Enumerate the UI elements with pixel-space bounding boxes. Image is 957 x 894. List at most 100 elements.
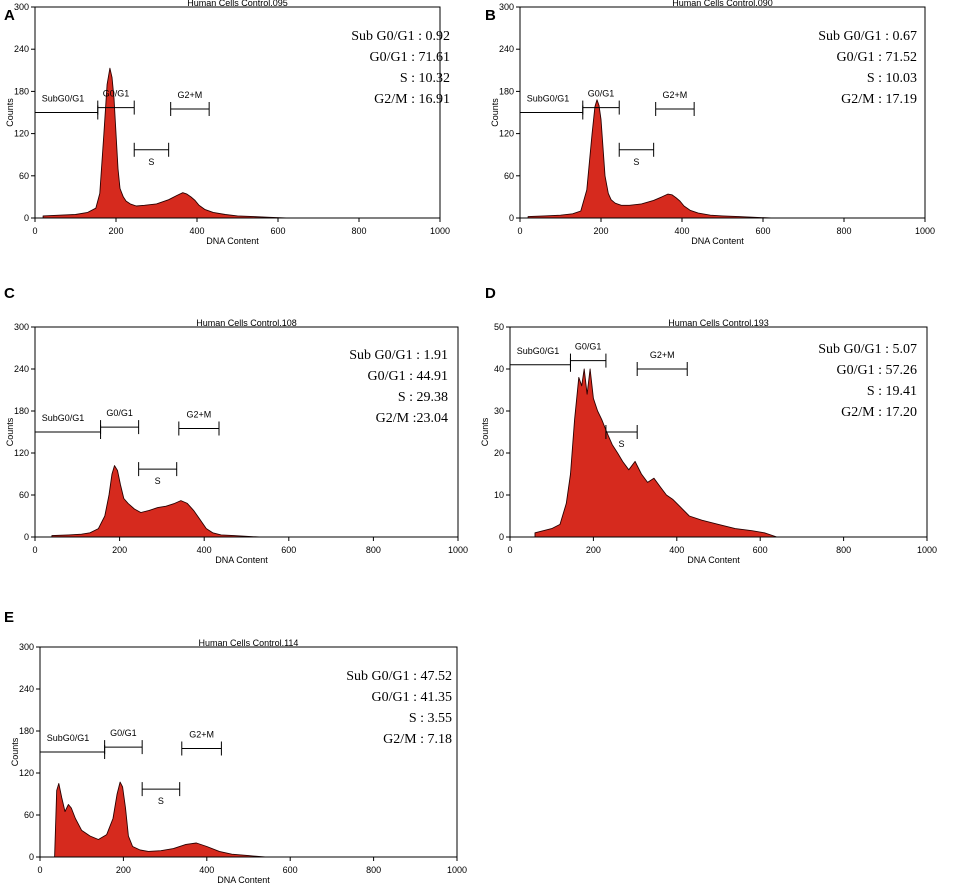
gate-label: SubG0/G1 <box>47 733 90 743</box>
histogram-area <box>534 368 778 538</box>
gate-marker: SubG0/G1 <box>519 94 584 120</box>
y-tick-label: 120 <box>499 129 514 139</box>
x-tick-label: 1000 <box>448 545 468 555</box>
y-axis-label: Counts <box>490 98 500 127</box>
stat-line: G0/G1 : 41.35 <box>372 690 453 705</box>
panel-letter: E <box>4 609 14 626</box>
x-tick-label: 200 <box>586 545 601 555</box>
x-tick-label: 1000 <box>447 865 467 875</box>
x-tick-label: 600 <box>755 226 770 236</box>
gate-label: S <box>158 796 164 806</box>
x-axis-label: DNA Content <box>206 236 259 246</box>
gate-label: SubG0/G1 <box>527 94 570 104</box>
stat-line: Sub G0/G1 : 0.67 <box>818 29 917 44</box>
gate-label: G0/G1 <box>588 89 615 99</box>
stat-line: Sub G0/G1 : 1.91 <box>349 348 448 363</box>
x-tick-label: 0 <box>507 545 512 555</box>
stat-line: S : 3.55 <box>409 711 452 726</box>
x-tick-label: 0 <box>37 865 42 875</box>
y-tick-label: 180 <box>14 86 29 96</box>
x-tick-label: 400 <box>189 226 204 236</box>
gate-label: G2+M <box>189 730 214 740</box>
gate-marker: S <box>133 142 170 167</box>
histogram-area <box>54 781 266 858</box>
y-tick-label: 180 <box>14 406 29 416</box>
x-tick-label: 400 <box>199 865 214 875</box>
chart-panel-e: E Human Cells Control.114 0 60 120 180 240 300 0… <box>4 609 467 885</box>
stat-line: S : 29.38 <box>398 390 448 405</box>
y-tick-label: 300 <box>19 642 34 652</box>
y-tick-label: 120 <box>14 129 29 139</box>
x-tick-label: 800 <box>366 865 381 875</box>
gate-marker: G0/G1 <box>569 342 607 368</box>
x-axis-label: DNA Content <box>217 875 270 885</box>
x-tick-label: 0 <box>32 226 37 236</box>
y-tick-label: 0 <box>24 213 29 223</box>
y-tick-label: 60 <box>504 171 514 181</box>
stat-line: G0/G1 : 71.61 <box>370 50 451 65</box>
x-tick-label: 600 <box>281 545 296 555</box>
gate-label: S <box>155 476 161 486</box>
x-tick-label: 200 <box>112 545 127 555</box>
chart-panel-c: C Human Cells Control.108 0 60 120 180 240 300 0… <box>4 285 468 565</box>
y-tick-label: 50 <box>494 322 504 332</box>
panel-letter: A <box>4 7 15 24</box>
stat-line: S : 10.32 <box>400 71 450 86</box>
y-tick-label: 300 <box>14 322 29 332</box>
x-tick-label: 800 <box>836 545 851 555</box>
chart-title: Human Cells Control.108 <box>196 318 297 328</box>
gate-marker: G0/G1 <box>582 89 620 115</box>
y-axis-label: Counts <box>5 98 15 127</box>
stat-line: Sub G0/G1 : 47.52 <box>346 669 452 684</box>
chart-title: Human Cells Control.090 <box>672 0 773 8</box>
histogram-area <box>42 67 287 219</box>
gate-marker: G0/G1 <box>100 408 140 435</box>
x-tick-label: 200 <box>593 226 608 236</box>
y-tick-label: 300 <box>499 2 514 12</box>
histogram-area <box>527 99 772 219</box>
gate-marker: G0/G1 <box>104 728 143 755</box>
gate-marker: S <box>138 462 178 486</box>
gate-label: G0/G1 <box>103 89 130 99</box>
y-axis-label: Counts <box>10 737 20 766</box>
x-tick-label: 800 <box>836 226 851 236</box>
chart-panel-d: D Human Cells Control.193 0 10 20 30 40 50 0 200 4… <box>480 285 937 565</box>
y-tick-label: 30 <box>494 406 504 416</box>
y-tick-label: 240 <box>19 684 34 694</box>
gate-label: SubG0/G1 <box>42 413 85 423</box>
y-tick-label: 240 <box>14 364 29 374</box>
stat-line: G2/M : 16.91 <box>374 92 450 107</box>
plot-frame <box>509 326 928 538</box>
y-axis-label: Counts <box>5 417 15 446</box>
gate-label: G0/G1 <box>575 342 602 352</box>
stat-line: Sub G0/G1 : 5.07 <box>818 342 917 357</box>
stat-line: G2/M :23.04 <box>376 411 448 426</box>
y-tick-label: 240 <box>14 44 29 54</box>
y-tick-label: 300 <box>14 2 29 12</box>
gate-label: G0/G1 <box>106 408 133 418</box>
gate-label: G2+M <box>178 90 203 100</box>
chart-title: Human Cells Control.095 <box>187 0 288 8</box>
gate-marker: SubG0/G1 <box>34 94 99 120</box>
x-tick-label: 200 <box>108 226 123 236</box>
gate-marker: G2+M <box>655 90 695 116</box>
chart-panel-a: A Human Cells Control.095 0 60 120 180 240 300 0… <box>4 0 450 246</box>
gate-label: S <box>633 157 639 167</box>
x-tick-label: 600 <box>270 226 285 236</box>
y-tick-label: 40 <box>494 364 504 374</box>
x-tick-label: 600 <box>753 545 768 555</box>
x-tick-label: 400 <box>674 226 689 236</box>
y-tick-label: 60 <box>19 490 29 500</box>
gate-label: G2+M <box>650 350 675 360</box>
y-axis-label: Counts <box>480 417 490 446</box>
gate-marker: SubG0/G1 <box>39 733 106 759</box>
gate-label: S <box>619 439 625 449</box>
histogram-area <box>51 465 260 538</box>
x-axis-label: DNA Content <box>691 236 744 246</box>
stat-line: Sub G0/G1 : 0.92 <box>351 29 450 44</box>
y-tick-label: 180 <box>499 86 514 96</box>
chart-title: Human Cells Control.114 <box>199 638 299 648</box>
y-tick-label: 20 <box>494 448 504 458</box>
x-tick-label: 1000 <box>430 226 450 236</box>
